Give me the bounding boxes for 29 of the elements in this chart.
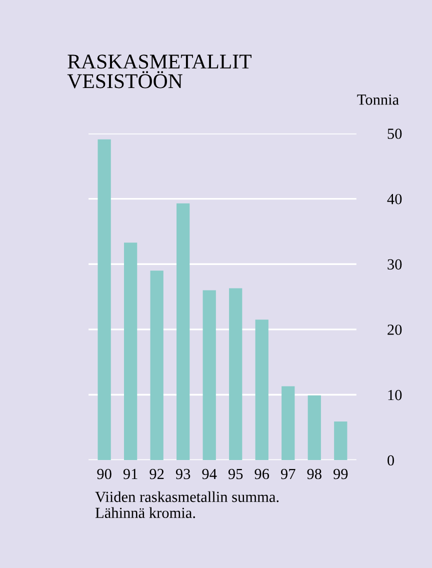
y-tick-label: 50 [388, 128, 402, 139]
bar [150, 270, 164, 460]
x-tick-label: 97 [280, 468, 296, 480]
text: Viiden raskasmetallin summa. Lähinnä kromia. [95, 491, 279, 518]
x-tick-label: 95 [228, 468, 243, 480]
x-tick-label: 94 [202, 468, 217, 480]
chart-title: RASKASMETALLIT VESISTÖÖN [67, 54, 252, 88]
y-tick-label: 20 [388, 324, 402, 335]
x-tick-label: 98 [307, 468, 322, 480]
x-tick-label: 90 [97, 468, 112, 480]
y-tick-label: 0 [388, 455, 394, 466]
bar [308, 395, 321, 460]
bar [282, 386, 295, 460]
bar [202, 290, 216, 460]
bar [124, 242, 138, 460]
bar [229, 288, 242, 460]
bar [98, 139, 111, 460]
y-tick-label: 40 [387, 194, 402, 204]
y-tick-label: 30 [388, 259, 402, 270]
bar [334, 422, 348, 460]
x-tick-label: 93 [176, 468, 190, 480]
x-tick-label: 96 [254, 468, 270, 480]
bar [255, 320, 268, 460]
x-tick-label: 99 [334, 468, 348, 480]
bar [176, 203, 190, 460]
x-tick-label: 92 [150, 468, 164, 480]
x-tick-label: 91 [123, 468, 138, 480]
y-axis-title: Tonnia [357, 94, 399, 105]
y-tick-label: 10 [388, 390, 402, 400]
